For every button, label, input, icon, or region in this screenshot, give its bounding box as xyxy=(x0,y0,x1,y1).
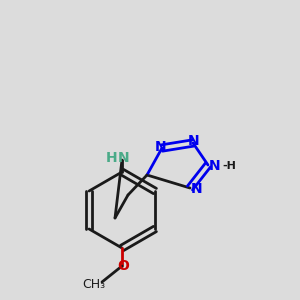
Text: N: N xyxy=(118,151,130,165)
Text: -H: -H xyxy=(222,161,236,171)
Text: N: N xyxy=(191,182,202,196)
Text: N: N xyxy=(155,140,167,154)
Text: O: O xyxy=(117,259,129,273)
Text: N: N xyxy=(209,159,220,173)
Text: H: H xyxy=(106,151,118,165)
Text: N: N xyxy=(188,134,200,148)
Text: CH₃: CH₃ xyxy=(82,278,106,290)
